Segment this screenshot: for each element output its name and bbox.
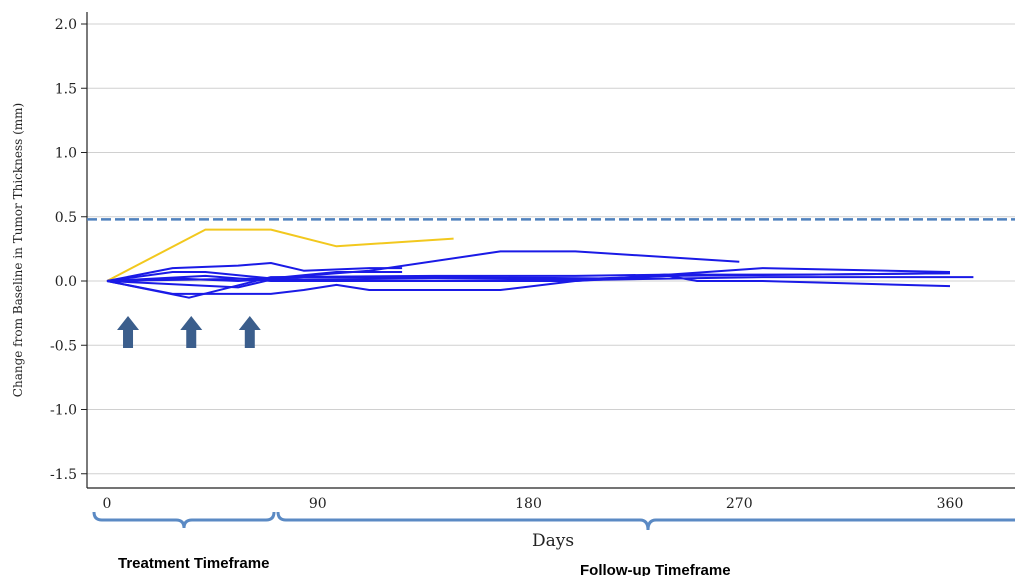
dose-arrow-icon: [117, 316, 140, 348]
series-line-6: [106, 267, 951, 299]
followup-timeframe-label: Follow-up Timeframe: [580, 562, 731, 576]
series-line-1: [106, 228, 454, 282]
x-tick-label: 0: [103, 496, 112, 512]
x-tick-label: 90: [309, 496, 327, 512]
dose-arrow-icon: [238, 316, 261, 348]
treatment-brace: [92, 511, 276, 529]
y-tick-label: -0.5: [50, 338, 77, 354]
series-lines: [106, 228, 974, 299]
y-tick-label: -1.5: [50, 467, 77, 483]
x-tick-label: 360: [937, 496, 964, 512]
dose-arrows: [117, 316, 261, 348]
y-tick-label: 0.5: [55, 210, 77, 226]
y-tick-label: 2.0: [55, 17, 77, 33]
treatment-timeframe-label: Treatment Timeframe: [118, 555, 269, 572]
y-tick-label: -1.0: [50, 403, 77, 419]
x-tick-label: 180: [515, 496, 542, 512]
x-tick-label: 270: [726, 496, 753, 512]
series-line-7: [106, 274, 951, 288]
y-tick-label: 1.0: [55, 146, 77, 162]
series-line-4: [106, 262, 403, 282]
series-line-3: [106, 271, 403, 282]
y-axis-label: Change from Baseline in Tumor Thickness …: [11, 103, 25, 397]
gridlines: [81, 23, 1015, 475]
x-axis-label: Days: [532, 531, 574, 551]
x-tick-labels: 0 90 180 270 360: [103, 496, 964, 512]
series-line-8: [106, 276, 974, 289]
y-tick-label: 1.5: [55, 81, 77, 97]
y-tick-labels: 2.0 1.5 1.0 0.5 0.0 -0.5 -1.0 -1.5: [50, 17, 77, 483]
series-line-9: [106, 272, 951, 282]
dose-arrow-icon: [180, 316, 203, 348]
y-tick-label: 0.0: [55, 274, 77, 290]
followup-brace: [276, 511, 1015, 531]
